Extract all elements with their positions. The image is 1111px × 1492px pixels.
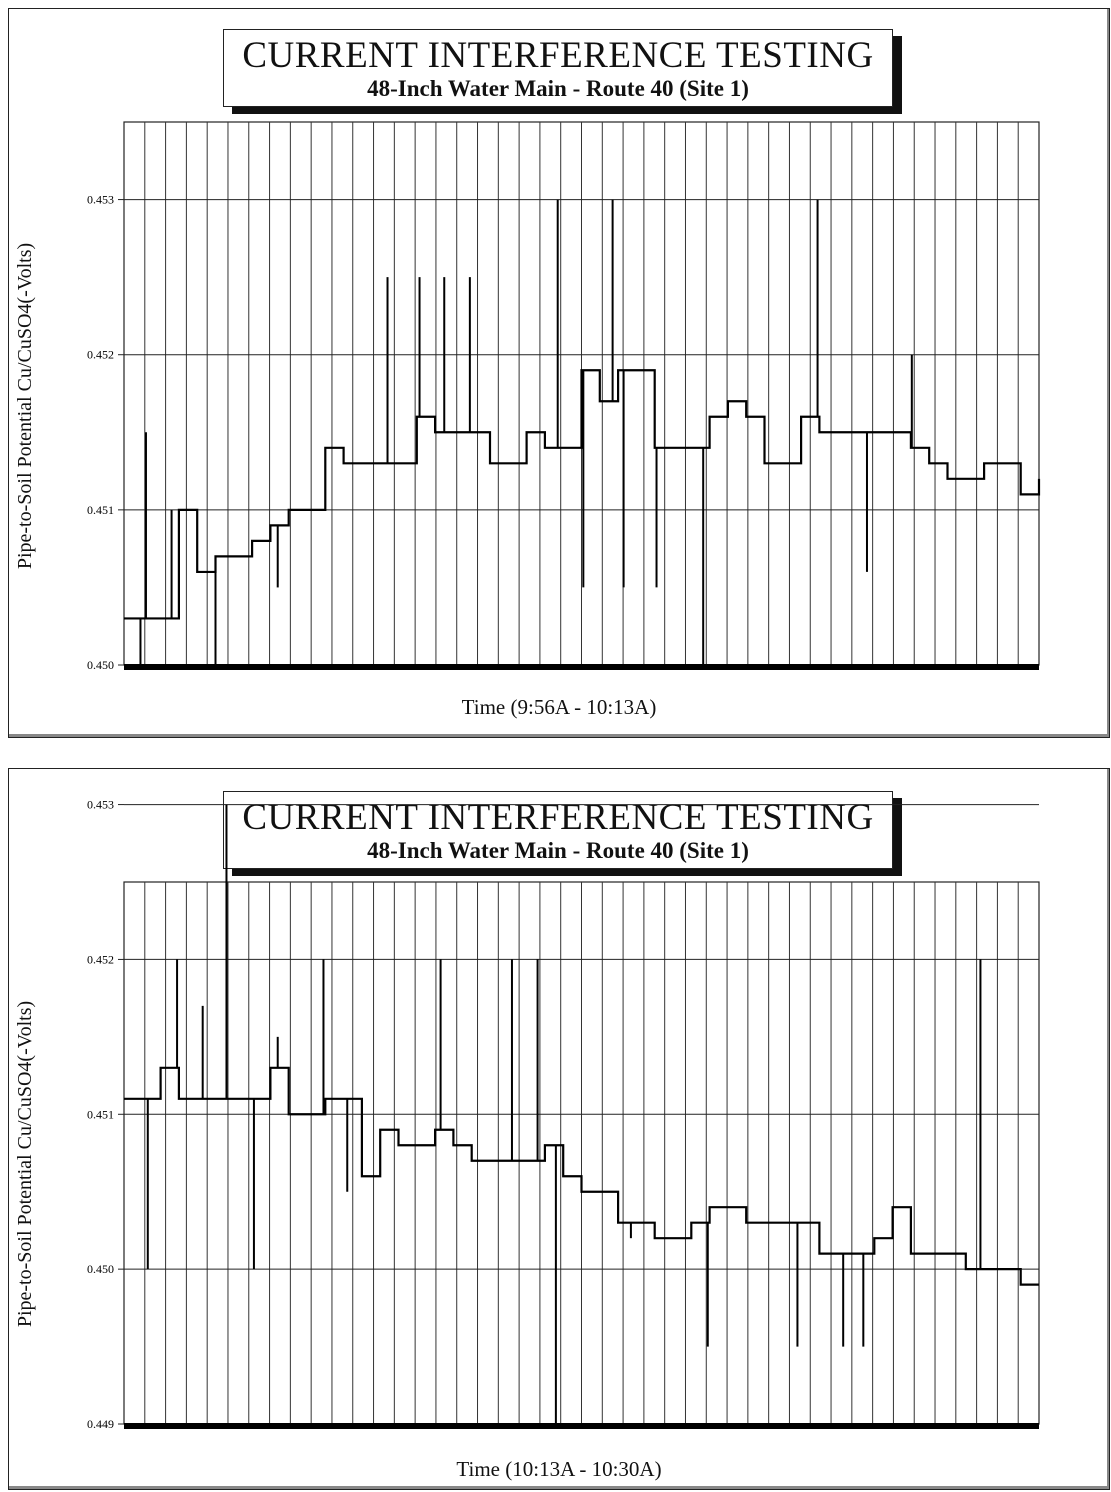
plot-area: 0.450 0.451 0.452 0.453 bbox=[87, 121, 1041, 672]
y-tick-label: 0.450 bbox=[87, 1262, 114, 1276]
data-series-line bbox=[124, 1066, 1039, 1286]
y-tick-label: 0.452 bbox=[87, 348, 114, 362]
chart-panel-2: CURRENT INTERFERENCE TESTING 48-Inch Wat… bbox=[8, 768, 1110, 1490]
title-box: CURRENT INTERFERENCE TESTING 48-Inch Wat… bbox=[223, 29, 893, 107]
y-tick-label: 0.453 bbox=[87, 193, 114, 207]
x-axis-label: Time (10:13A - 10:30A) bbox=[456, 1457, 662, 1481]
chart-subtitle: 48-Inch Water Main - Route 40 (Site 1) bbox=[367, 838, 749, 863]
y-tick-label: 0.450 bbox=[87, 658, 114, 672]
y-tick-label: 0.452 bbox=[87, 952, 114, 966]
data-series-line bbox=[124, 369, 1041, 620]
chart-panel-1: CURRENT INTERFERENCE TESTING 48-Inch Wat… bbox=[8, 8, 1110, 738]
chart-subtitle: 48-Inch Water Main - Route 40 (Site 1) bbox=[367, 76, 749, 101]
y-tick-label: 0.453 bbox=[87, 798, 114, 812]
title-box: CURRENT INTERFERENCE TESTING 48-Inch Wat… bbox=[223, 791, 893, 869]
y-tick-label: 0.451 bbox=[87, 503, 114, 517]
y-tick-label: 0.449 bbox=[87, 1417, 114, 1431]
x-axis-label: Time (9:56A - 10:13A) bbox=[461, 695, 657, 719]
y-tick-label: 0.451 bbox=[87, 1107, 114, 1121]
plot-area: 0.449 0.450 0.451 0.452 0.453 bbox=[87, 798, 1040, 1431]
chart-title: CURRENT INTERFERENCE TESTING bbox=[242, 35, 874, 76]
